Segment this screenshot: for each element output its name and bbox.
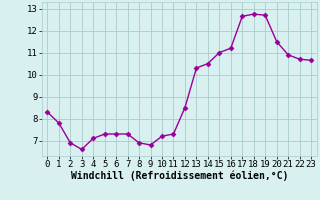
X-axis label: Windchill (Refroidissement éolien,°C): Windchill (Refroidissement éolien,°C) xyxy=(70,171,288,181)
